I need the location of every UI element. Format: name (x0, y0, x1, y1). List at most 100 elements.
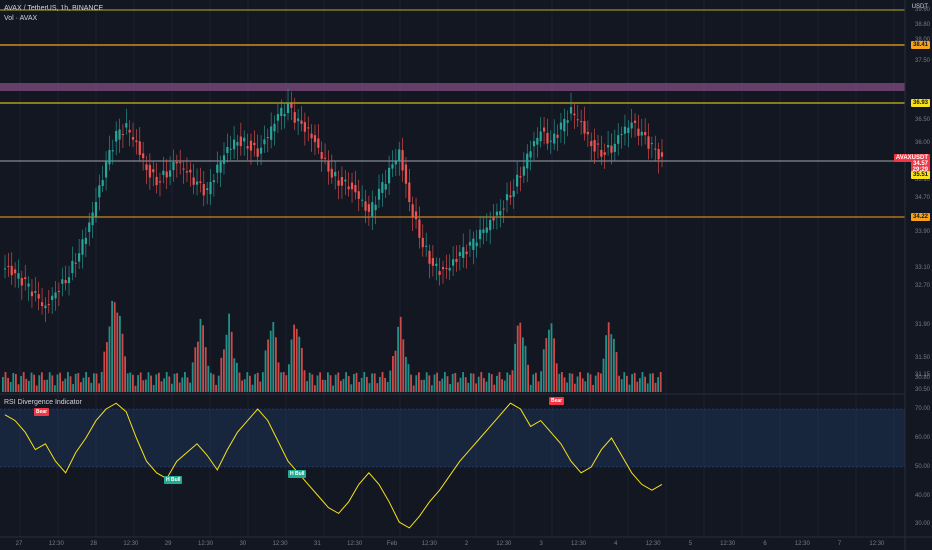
candle-body (630, 122, 633, 129)
volume-bar (472, 373, 475, 392)
volume-bar (228, 313, 230, 392)
bull-signal-label: H Bull (164, 476, 183, 484)
candle-body (485, 227, 488, 233)
volume-bar (119, 315, 121, 392)
candle-body (115, 130, 118, 142)
volume-bar (100, 371, 103, 392)
volume-bar (51, 375, 54, 392)
volume-bar (332, 385, 334, 392)
volume-bar (657, 377, 659, 392)
price-tag: 36.93 (910, 99, 930, 107)
volume-bar (420, 379, 423, 392)
candle-body (606, 144, 610, 148)
volume-bar (392, 355, 394, 392)
time-tick: 7 (837, 541, 842, 547)
volume-bar (165, 372, 168, 392)
volume-bar (20, 376, 22, 392)
candle-body (465, 251, 468, 255)
candle-body (310, 133, 313, 139)
price-tag: 29:29 (910, 166, 930, 174)
volume-bar (280, 372, 282, 392)
candle-body (563, 118, 566, 132)
volume-bar (272, 321, 275, 392)
candle-body (414, 211, 418, 220)
candle-body (660, 152, 664, 157)
volume-bar (358, 381, 360, 392)
time-tick: 12:30 (123, 541, 139, 547)
volume-bar (654, 382, 657, 392)
volume-bar (451, 373, 454, 392)
volume-bar (41, 372, 43, 392)
candle-body (576, 119, 579, 121)
candle-body (377, 188, 381, 200)
rsi-title: RSI Divergence Indicator (4, 399, 82, 406)
price-tag: AVAXUSDT (893, 154, 930, 162)
volume-bar (584, 381, 587, 392)
candle-body (633, 120, 637, 123)
candle-body (478, 229, 482, 240)
candle-body (350, 182, 354, 190)
volume-bar (410, 374, 412, 392)
volume-bar (613, 338, 615, 392)
volume-bar (194, 347, 197, 392)
volume-bar (207, 365, 210, 392)
volume-bar (446, 376, 449, 392)
candle-body (54, 292, 57, 299)
volume-bar (246, 372, 249, 392)
candle-body (462, 247, 465, 258)
candle-body (300, 120, 303, 124)
candle-body (337, 180, 340, 186)
candle-body (657, 149, 660, 160)
candle-body (421, 237, 424, 248)
candle-body (270, 126, 273, 140)
time-tick: 5 (688, 541, 693, 547)
volume-bar (158, 372, 160, 392)
volume-bar (319, 372, 321, 392)
candle-body (519, 176, 522, 178)
volume-bar (490, 374, 493, 392)
volume-bar (285, 375, 288, 392)
volume-bar (524, 345, 527, 392)
price-tick: 33.90 (914, 229, 930, 235)
volume-bar (438, 381, 441, 392)
candle-body (199, 181, 202, 183)
candle-body (283, 114, 286, 117)
volume-bar (594, 375, 597, 392)
volume-bar (298, 336, 301, 392)
candle-body (418, 219, 421, 238)
candle-body (445, 267, 448, 269)
volume-bar (366, 376, 368, 392)
price-tick: 36.00 (914, 140, 930, 146)
candle-body (505, 194, 509, 201)
volume-bar (59, 372, 61, 392)
candle-body (361, 199, 364, 201)
volume-bar (620, 379, 623, 392)
candle-body (135, 140, 138, 143)
candle-body (586, 131, 589, 135)
volume-bar (46, 379, 48, 392)
volume-bar (527, 364, 529, 392)
candle-body (532, 141, 536, 147)
candle-body (374, 204, 377, 211)
candle-body (202, 184, 205, 196)
candle-body (219, 162, 222, 173)
volume-bar (168, 376, 171, 392)
volume-bar (33, 374, 35, 392)
volume-bar (345, 372, 347, 392)
candle-body (253, 142, 256, 146)
volume-bar (412, 385, 415, 392)
candle-body (195, 181, 199, 185)
volume-bar (7, 377, 9, 392)
volume-bar (563, 377, 566, 392)
volume-bar (191, 362, 194, 392)
volume-bar (576, 376, 579, 392)
volume-bar (327, 372, 329, 392)
volume-bar (124, 356, 126, 392)
volume-bar (462, 372, 464, 392)
volume-bar (561, 372, 563, 392)
time-tick: 12:30 (272, 541, 288, 547)
volume-bar (113, 302, 116, 392)
candle-body (266, 137, 269, 139)
candle-body (168, 170, 172, 177)
